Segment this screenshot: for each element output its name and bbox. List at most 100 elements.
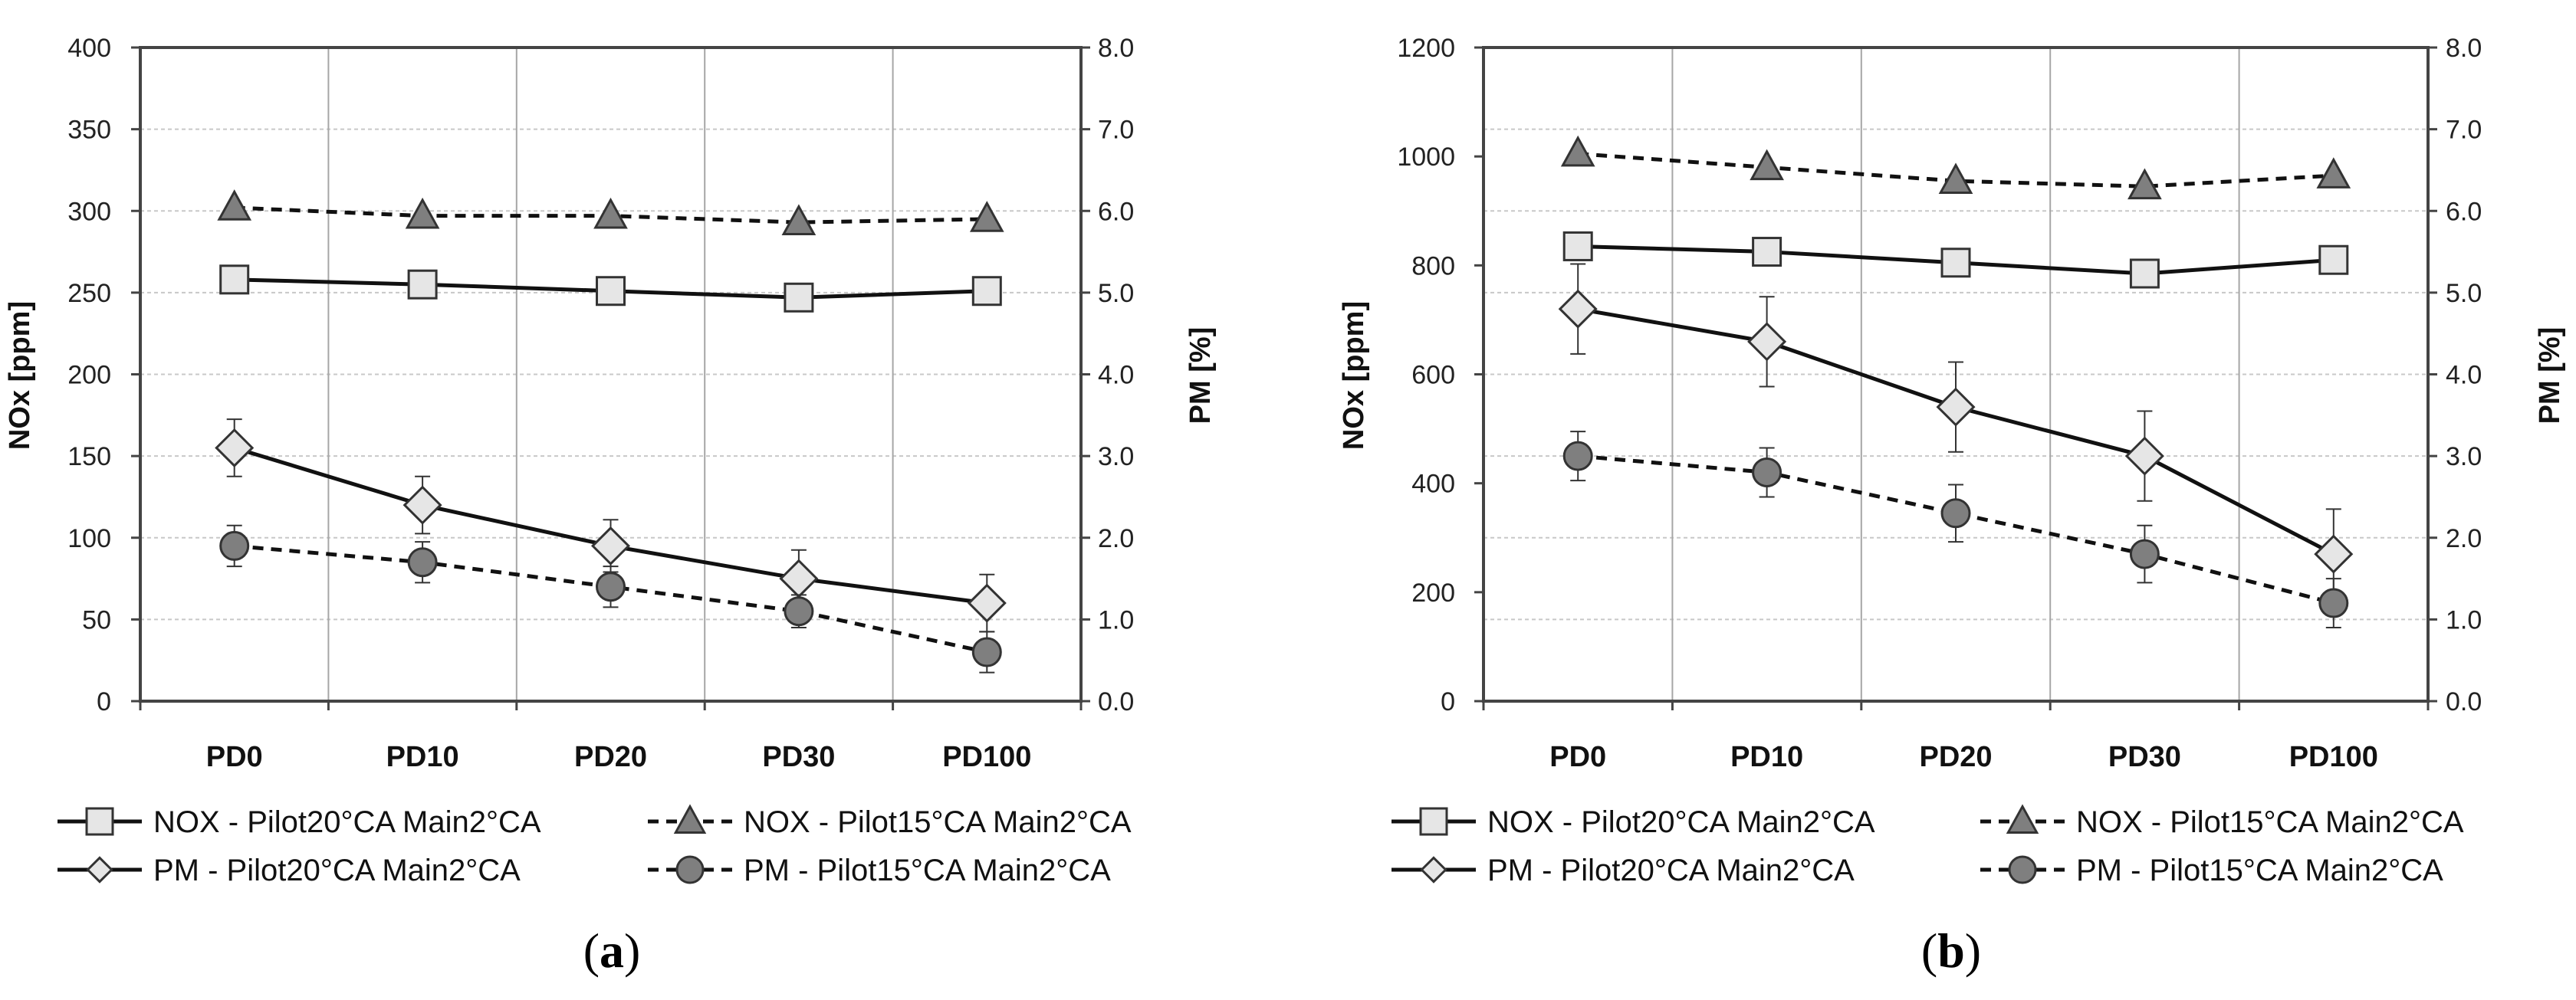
caption-letter: a xyxy=(600,923,624,978)
legend-label: PM - Pilot15°CA Main2°CA xyxy=(744,854,1111,887)
data-point-square xyxy=(1940,248,1971,278)
data-point-diamond xyxy=(402,485,442,525)
left-axis-tick-label: 800 xyxy=(1411,251,1455,280)
data-point-triangle xyxy=(781,204,816,235)
data-point-triangle xyxy=(593,197,628,229)
chart-panel-a: 0 50 100 150 200 250 300 350 400 0.0 1.0 2.0 3.0 4.0 5… xyxy=(4,34,1217,978)
y-axis-title: NOx [ppm] xyxy=(4,301,36,450)
left-axis-tick-label: 400 xyxy=(67,34,111,63)
data-point-square xyxy=(971,276,1002,307)
legend-marker-triangle xyxy=(673,804,707,834)
data-point-square xyxy=(407,269,438,300)
legend-marker-triangle xyxy=(2006,804,2039,834)
legend-marker-circle xyxy=(2008,855,2037,884)
data-point-circle xyxy=(784,596,814,627)
data-point-triangle xyxy=(1938,162,1973,194)
data-point-triangle xyxy=(1750,149,1784,181)
data-point-diamond xyxy=(1747,322,1787,362)
category-label: PD100 xyxy=(942,741,1031,773)
right-axis-tick-label: 6.0 xyxy=(2446,197,2482,226)
data-point-diamond xyxy=(1936,387,1976,427)
category-label: PD30 xyxy=(2108,741,2181,773)
data-point-square xyxy=(2318,244,2349,275)
data-point-diamond xyxy=(2124,436,2164,476)
data-point-triangle xyxy=(405,197,440,229)
caption-paren: ( xyxy=(583,923,600,978)
series-line xyxy=(1578,152,2334,189)
right-axis-tick-label: 0.0 xyxy=(2446,687,2482,716)
data-point-circle xyxy=(1562,441,1593,471)
category-label: PD20 xyxy=(1919,741,1992,773)
data-point-circle xyxy=(219,530,250,561)
legend-label: PM - Pilot20°CA Main2°CA xyxy=(1487,854,1855,887)
category-label: PD0 xyxy=(206,741,263,773)
data-point-triangle xyxy=(2316,157,2351,189)
legend-label: PM - Pilot15°CA Main2°CA xyxy=(2076,854,2443,887)
right-axis-tick-label: 2.0 xyxy=(2446,524,2482,553)
right-axis-tick-label: 8.0 xyxy=(1098,34,1134,63)
data-point-square xyxy=(219,264,250,295)
right-axis-tick-label: 3.0 xyxy=(1098,442,1134,471)
right-axis-tick-label: 5.0 xyxy=(2446,279,2482,308)
right-axis-tick-label: 5.0 xyxy=(1098,279,1134,308)
right-axis-tick-label: 4.0 xyxy=(2446,361,2482,390)
data-point-circle xyxy=(407,547,438,578)
right-axis-tick-label: 6.0 xyxy=(1098,197,1134,226)
data-point-triangle xyxy=(1560,135,1595,167)
y-axis-title: NOx [ppm] xyxy=(1338,301,1370,450)
left-axis-tick-label: 250 xyxy=(67,279,111,308)
right-axis-tick-label: 1.0 xyxy=(1098,605,1134,634)
data-point-diamond xyxy=(215,428,255,467)
left-axis-tick-label: 1200 xyxy=(1397,34,1455,63)
panel-caption: (a) xyxy=(583,923,641,978)
data-point-diamond xyxy=(1558,289,1598,329)
legend-label: NOX - Pilot15°CA Main2°CA xyxy=(744,805,1132,839)
right-axis-tick-label: 2.0 xyxy=(1098,524,1134,553)
data-point-diamond xyxy=(590,526,631,566)
data-point-square xyxy=(1562,231,1593,261)
data-point-circle xyxy=(596,572,626,602)
right-axis-tick-label: 4.0 xyxy=(1098,361,1134,390)
data-point-square xyxy=(2129,258,2160,289)
legend-label: NOX - Pilot20°CA Main2°CA xyxy=(1487,805,1875,839)
left-axis-tick-label: 200 xyxy=(1411,579,1455,608)
data-point-triangle xyxy=(2128,168,2162,200)
data-point-circle xyxy=(1940,498,1971,529)
data-point-square xyxy=(1752,237,1783,267)
right-axis-tick-label: 8.0 xyxy=(2446,34,2482,63)
legend-marker-diamond xyxy=(86,856,113,884)
right-axis-tick-label: 7.0 xyxy=(1098,116,1134,145)
legend-marker-square xyxy=(1419,807,1448,836)
left-axis-tick-label: 0 xyxy=(1441,687,1455,716)
legend-marker-square xyxy=(85,807,114,836)
data-point-circle xyxy=(2318,588,2349,618)
left-axis-tick-label: 100 xyxy=(67,524,111,553)
legend-label: PM - Pilot20°CA Main2°CA xyxy=(153,854,521,887)
data-point-circle xyxy=(2129,539,2160,569)
right-axis-tick-label: 1.0 xyxy=(2446,605,2482,634)
category-label: PD100 xyxy=(2289,741,2378,773)
y2-axis-title: PM [%] xyxy=(2534,327,2566,425)
data-point-diamond xyxy=(967,583,1007,623)
category-label: PD10 xyxy=(1730,741,1803,773)
left-axis-tick-label: 200 xyxy=(67,361,111,390)
category-label: PD20 xyxy=(574,741,647,773)
left-axis-tick-label: 300 xyxy=(67,197,111,226)
caption-paren: ( xyxy=(1921,923,1937,978)
category-label: PD30 xyxy=(762,741,835,773)
y2-axis-title: PM [%] xyxy=(1184,327,1217,425)
right-axis-tick-label: 0.0 xyxy=(1098,687,1134,716)
data-point-square xyxy=(596,276,626,307)
data-point-triangle xyxy=(969,201,1004,232)
left-axis-tick-label: 150 xyxy=(67,442,111,471)
right-axis-tick-label: 7.0 xyxy=(2446,116,2482,145)
category-label: PD10 xyxy=(386,741,459,773)
left-axis-tick-label: 400 xyxy=(1411,470,1455,499)
left-axis-tick-label: 50 xyxy=(82,605,111,634)
legend-label: NOX - Pilot15°CA Main2°CA xyxy=(2076,805,2464,839)
data-point-diamond xyxy=(779,559,819,598)
caption-letter: b xyxy=(1937,923,1965,978)
data-point-circle xyxy=(1752,457,1783,487)
left-axis-tick-label: 350 xyxy=(67,116,111,145)
